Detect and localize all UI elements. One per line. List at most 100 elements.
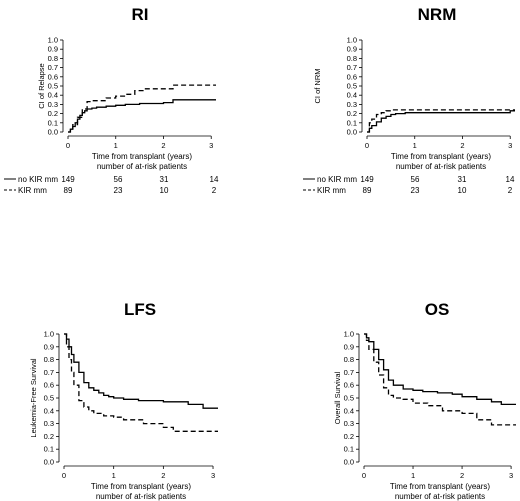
lfs-y-tick-label: 0.0 [44,458,54,467]
os-panel: OS 0.0 0.1 0.2 0.3 0.4 0.5 0.6 0.7 0.8 0.9 1.0 0 1 2 3 T… [333,300,516,501]
lfs-y-tick-label: 0.5 [44,394,54,403]
nrm-at-risk-count: 14 [506,175,515,184]
ri-y-tick-label: 0.2 [48,109,58,118]
ri-y-tick-label: 0.9 [48,45,58,54]
nrm-y-tick-label: 0.3 [347,100,357,109]
os-x-axis-label: Time from transplant (years) [390,482,491,491]
ri-y-tick-label: 0.7 [48,63,58,72]
ri-panel: RI0.00.10.20.30.40.50.60.70.80.91.00 1 2 3T… [4,5,219,195]
os-y-tick-label: 0.3 [344,419,354,428]
lfs-x-tick-label: 0 [62,471,66,480]
os-series-no-kir-mm-curve [364,333,516,406]
ri-series-no-kir-mm-curve [68,99,216,133]
lfs-y-tick-label: 0.8 [44,355,54,364]
os-y-tick-label: 0.9 [344,342,354,351]
os-series-kir-mm-curve [364,333,516,426]
lfs-x-tick-label: 1 [112,471,116,480]
nrm-title: NRM [418,5,457,24]
nrm-y-tick-label: 0.4 [347,91,357,100]
lfs-x-axis-label: Time from transplant (years) [91,482,192,491]
nrm-at-risk-count: 149 [360,175,374,184]
ri-y-tick-label: 0.4 [48,91,58,100]
nrm-x-axis-label: Time from transplant (years) [391,152,492,161]
os-y-tick-label: 0.2 [344,432,354,441]
nrm-at-risk-row-label: KIR mm [317,186,346,195]
nrm-x-tick-label: 2 [460,141,464,150]
lfs-series-kir-mm-curve [64,333,218,432]
os-y-tick-label: 0.8 [344,355,354,364]
ri-x-tick-label: 1 [114,141,118,150]
ri-x-axis-label: Time from transplant (years) [92,152,193,161]
lfs-y-tick-label: 0.6 [44,381,54,390]
lfs-x-tick-label: 3 [211,471,215,480]
os-y-tick-label: 1.0 [344,330,354,339]
nrm-at-risk-count: 23 [411,186,420,195]
lfs-y-tick-label: 0.9 [44,342,54,351]
ri-at-risk-count: 14 [210,175,219,184]
ri-y-tick-label: 0.8 [48,54,58,63]
nrm-x-tick-label: 3 [508,141,512,150]
nrm-x-tick-label: 0 [365,141,369,150]
os-y-tick-label: 0.6 [344,381,354,390]
lfs-y-tick-label: 0.7 [44,368,54,377]
nrm-y-tick-label: 0.6 [347,72,357,81]
nrm-y-tick-label: 0.0 [347,128,357,137]
lfs-x-tick-label: 2 [161,471,165,480]
os-y-tick-label: 0.0 [344,458,354,467]
ri-at-risk-count: 31 [160,175,169,184]
ri-y-tick-label: 0.6 [48,72,58,81]
ri-y-tick-label: 0.5 [48,82,58,91]
ri-x-tick-label: 2 [161,141,165,150]
ri-at-risk-count: 10 [160,186,169,195]
nrm-y-tick-label: 0.7 [347,63,357,72]
lfs-y-tick-label: 1.0 [44,330,54,339]
lfs-panel: LFS 0.0 0.1 0.2 0.3 0.4 0.5 0.6 0.7 0.8 0.9 1.0 0 1 2 3… [29,300,218,501]
ri-at-risk-row-label: KIR mm [18,186,47,195]
lfs-y-tick-label: 0.2 [44,432,54,441]
ri-y-axis-label: CI of Relapse [37,63,46,108]
os-y-tick-label: 0.7 [344,368,354,377]
ri-title: RI [132,5,149,24]
ri-at-risk-count: 56 [114,175,123,184]
lfs-at-risk-title: number of at-risk patients [96,492,186,501]
nrm-at-risk-count: 31 [458,175,467,184]
nrm-at-risk-title: number of at-risk patients [396,162,486,171]
ri-y-tick-label: 0.1 [48,118,58,127]
os-y-axis-label: Overall Survival [333,371,342,424]
lfs-title: LFS [124,300,156,319]
os-y-tick-label: 0.5 [344,394,354,403]
nrm-y-tick-label: 0.8 [347,54,357,63]
nrm-at-risk-count: 2 [508,186,513,195]
lfs-y-tick-label: 0.4 [44,406,54,415]
ri-at-risk-count: 89 [64,186,73,195]
os-x-tick-label: 0 [362,471,366,480]
nrm-y-tick-label: 0.1 [347,118,357,127]
os-title: OS [425,300,450,319]
os-x-tick-label: 1 [411,471,415,480]
os-at-risk-title: number of at-risk patients [395,492,485,501]
ri-at-risk-row-label: no KIR mm [18,175,58,184]
nrm-at-risk-count: 10 [458,186,467,195]
ri-y-tick-label: 0.3 [48,100,58,109]
os-y-tick-label: 0.1 [344,445,354,454]
ri-y-tick-label: 1.0 [48,36,58,45]
os-x-tick-label: 3 [509,471,513,480]
ri-x-tick-label: 3 [209,141,213,150]
nrm-y-tick-label: 1.0 [347,36,357,45]
nrm-y-tick-label: 0.2 [347,109,357,118]
ri-at-risk-count: 149 [61,175,75,184]
os-y-tick-label: 0.4 [344,406,354,415]
nrm-x-tick-label: 1 [413,141,417,150]
ri-at-risk-count: 23 [114,186,123,195]
ri-at-risk-title: number of at-risk patients [97,162,187,171]
nrm-series-kir-mm-curve [367,109,515,133]
nrm-at-risk-count: 89 [363,186,372,195]
lfs-y-tick-label: 0.3 [44,419,54,428]
nrm-y-tick-label: 0.9 [347,45,357,54]
ri-y-tick-label: 0.0 [48,128,58,137]
nrm-at-risk-count: 56 [411,175,420,184]
ri-at-risk-count: 2 [212,186,217,195]
ri-x-tick-label: 0 [66,141,70,150]
